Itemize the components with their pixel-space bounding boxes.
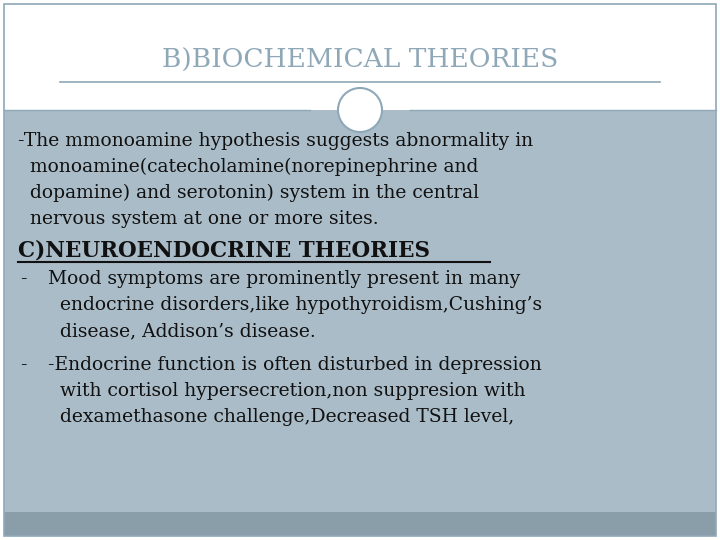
Text: endocrine disorders,like hypothyroidism,Cushing’s: endocrine disorders,like hypothyroidism,… [48, 296, 542, 314]
FancyBboxPatch shape [4, 110, 716, 512]
Text: B)BIOCHEMICAL THEORIES: B)BIOCHEMICAL THEORIES [162, 48, 558, 72]
FancyBboxPatch shape [4, 512, 716, 536]
Text: Mood symptoms are prominently present in many: Mood symptoms are prominently present in… [48, 270, 521, 288]
Text: nervous system at one or more sites.: nervous system at one or more sites. [18, 210, 379, 228]
Text: monoamine(catecholamine(norepinephrine and: monoamine(catecholamine(norepinephrine a… [18, 158, 478, 176]
Circle shape [338, 88, 382, 132]
Text: -: - [20, 270, 27, 288]
Text: dexamethasone challenge,Decreased TSH level,: dexamethasone challenge,Decreased TSH le… [48, 408, 514, 426]
Text: -: - [20, 356, 27, 374]
Text: dopamine) and serotonin) system in the central: dopamine) and serotonin) system in the c… [18, 184, 479, 202]
Text: with cortisol hypersecretion,non suppresion with: with cortisol hypersecretion,non suppres… [48, 382, 526, 400]
Text: C)NEUROENDOCRINE THEORIES: C)NEUROENDOCRINE THEORIES [18, 240, 430, 262]
Text: disease, Addison’s disease.: disease, Addison’s disease. [48, 322, 316, 340]
Text: -The mmonoamine hypothesis suggests abnormality in: -The mmonoamine hypothesis suggests abno… [18, 132, 533, 150]
Text: -Endocrine function is often disturbed in depression: -Endocrine function is often disturbed i… [48, 356, 541, 374]
FancyBboxPatch shape [4, 4, 716, 110]
